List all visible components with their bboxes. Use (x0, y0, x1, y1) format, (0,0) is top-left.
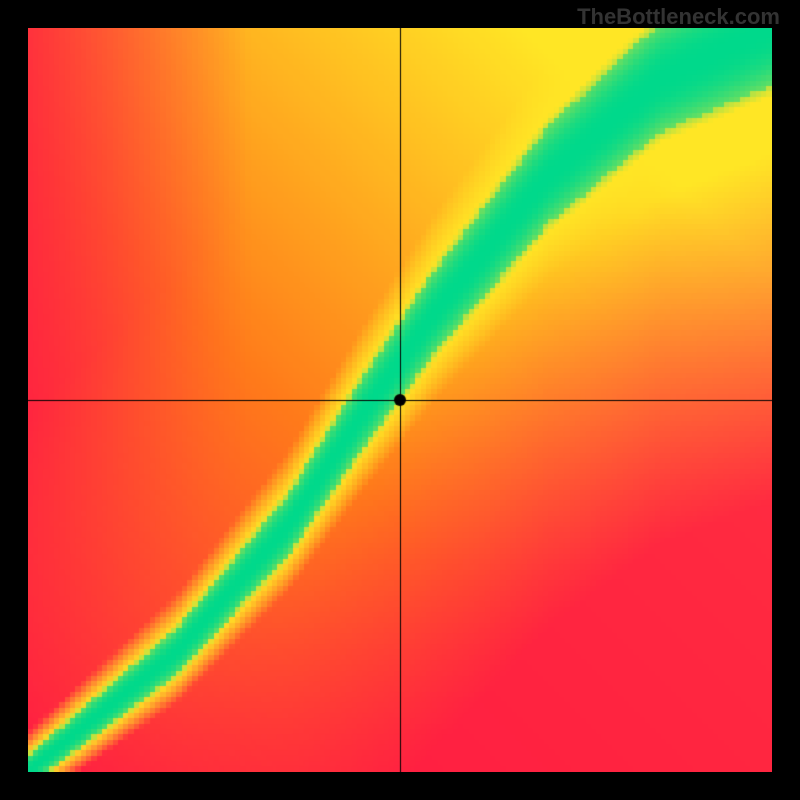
heatmap-canvas (28, 28, 772, 772)
plot-area (28, 28, 772, 772)
chart-container: TheBottleneck.com (0, 0, 800, 800)
watermark-text: TheBottleneck.com (577, 4, 780, 30)
